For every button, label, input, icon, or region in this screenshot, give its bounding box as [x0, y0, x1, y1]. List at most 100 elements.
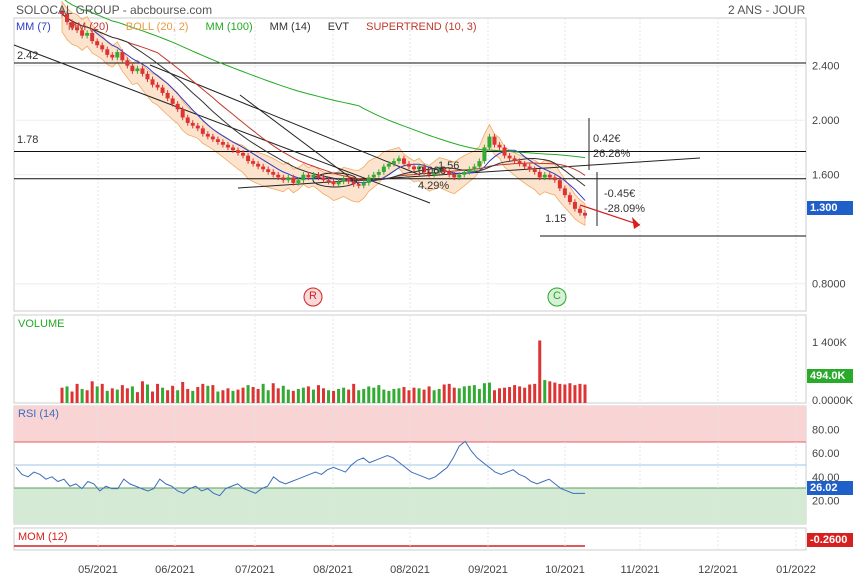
volume-bar: [487, 382, 491, 403]
candle-body: [150, 79, 155, 85]
x-gridlines: [14, 18, 806, 550]
candle-body: [537, 171, 542, 178]
volume-bar: [442, 384, 446, 403]
period-label[interactable]: 2 ANS - JOUR: [728, 3, 806, 17]
candle-body: [85, 32, 90, 36]
chart-title: SOLOCAL GROUP - abcbourse.com: [16, 3, 213, 17]
candle-body: [130, 65, 135, 72]
candle-body: [115, 52, 120, 58]
volume-bar: [467, 385, 471, 403]
candle-body: [583, 212, 587, 216]
volume-bar: [362, 388, 366, 403]
candle-body: [286, 177, 291, 181]
volume-bar: [311, 389, 315, 403]
volume-bar: [583, 384, 587, 403]
volume-bar: [492, 390, 496, 403]
volume-bar: [357, 390, 361, 403]
volume-bar: [216, 391, 220, 403]
volume-bar: [367, 386, 371, 403]
volume-bar: [236, 389, 240, 403]
candle-body: [417, 166, 422, 170]
volume-bar: [226, 388, 230, 403]
candle-body: [145, 73, 150, 80]
event-marker-r[interactable]: [303, 287, 323, 307]
candle-body: [482, 147, 487, 162]
volume-bar: [246, 385, 250, 403]
volume-bar: [201, 383, 205, 403]
candle-body: [220, 142, 225, 145]
candle-body: [236, 150, 241, 153]
candle-body: [60, 11, 64, 14]
candle-body: [401, 158, 406, 164]
volume-bar: [301, 387, 305, 403]
candle-body: [351, 181, 356, 185]
event-label-r: R: [309, 290, 317, 302]
volume-bar: [100, 383, 104, 403]
annotation: 1.56: [438, 160, 460, 172]
y-axis-labels: 2.400 2.000 1.600 0.8000 1 400K 0.0000K 80.00 6…: [812, 61, 854, 508]
candle-body: [281, 177, 286, 181]
volume-tag: 494.0K: [807, 369, 853, 383]
volume-bar: [508, 387, 512, 403]
candle-body: [251, 161, 256, 164]
volume-bar: [261, 383, 265, 403]
y-tick-label: 1.600: [812, 170, 840, 182]
volume-bar: [578, 383, 582, 403]
candle-body: [195, 125, 200, 129]
candle-body: [160, 87, 165, 93]
candle-body: [457, 174, 462, 178]
volume-bar: [447, 383, 451, 403]
candle-body: [567, 195, 572, 202]
candle-body: [452, 174, 457, 178]
candle-body: [497, 144, 502, 148]
candle-body: [361, 182, 366, 186]
arrow-head-icon: [632, 217, 640, 229]
candle-body: [366, 177, 371, 183]
candle-body: [200, 128, 205, 134]
candle-body: [522, 163, 527, 167]
legend: MM (7) MM (20) BOLL (20, 2) MM (100) MM …: [16, 21, 491, 33]
candle-body: [95, 41, 100, 46]
legend-item: MM (14): [269, 21, 311, 33]
volume-bar: [372, 387, 376, 403]
candle-body: [562, 188, 567, 196]
candle-body: [301, 174, 306, 181]
candle-body: [205, 133, 210, 137]
volume-bar: [206, 385, 210, 403]
candle-body: [552, 177, 557, 181]
candle-body: [507, 155, 512, 159]
legend-item: SUPERTREND (10, 3): [366, 21, 477, 33]
candle-body: [517, 161, 522, 164]
candle-body: [276, 174, 281, 178]
candle-body: [386, 163, 391, 167]
volume-bar: [337, 388, 341, 403]
volume-bar: [528, 384, 532, 403]
candle-body: [462, 171, 467, 175]
candle-body: [371, 174, 376, 178]
y-tick-label: 0.8000: [812, 279, 846, 291]
candle-body: [406, 163, 411, 167]
volume-bar: [291, 390, 295, 403]
volume-bar: [286, 389, 290, 403]
legend-item: MM (20): [67, 21, 109, 33]
volume-bar: [161, 387, 165, 403]
rsi-line: [15, 440, 585, 497]
volume-bar: [563, 384, 567, 403]
candle-body: [75, 27, 80, 31]
candle-body: [70, 22, 75, 28]
event-marker-c[interactable]: [547, 287, 567, 307]
volume-bar: [387, 390, 391, 403]
candle-body: [502, 147, 507, 156]
bollinger-band: [61, 0, 586, 226]
projection-arrow: [579, 204, 641, 226]
x-tick-label: 06/2021: [155, 564, 195, 576]
volume-bar: [503, 387, 507, 403]
volume-bar: [80, 388, 84, 403]
candle-body: [105, 49, 110, 55]
volume-bar: [221, 390, 225, 403]
volume-bar: [251, 387, 255, 403]
volume-bar: [327, 390, 331, 403]
volume-bar: [196, 387, 200, 403]
level-label: 1.78: [17, 134, 39, 146]
volume-bar: [166, 390, 170, 403]
